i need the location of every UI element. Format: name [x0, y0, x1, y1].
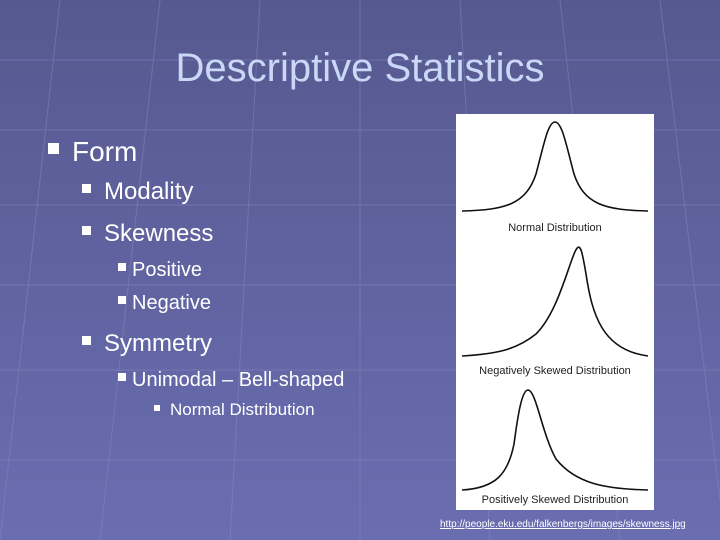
bullet-marker [82, 184, 91, 193]
figure: Normal Distribution Negatively Skewed Di… [456, 114, 654, 510]
figure-caption: Negatively Skewed Distribution [479, 365, 631, 377]
bullet: Negative [132, 292, 211, 314]
bullet-marker [154, 405, 160, 411]
bullet: Normal Distribution [170, 400, 315, 419]
figure-caption: Positively Skewed Distribution [481, 494, 629, 506]
bullet: Positive [132, 259, 203, 281]
negative-skew-curve [461, 246, 649, 357]
bullet-marker [82, 336, 91, 345]
source-link[interactable]: http://people.eku.edu/falkenbergs/images… [440, 519, 686, 530]
slide-title: Descriptive Statistics [175, 46, 545, 90]
bullet-marker [118, 296, 126, 304]
bullet-marker [118, 263, 126, 271]
bullet: Form [72, 136, 138, 167]
figure-caption: Normal Distribution [508, 222, 602, 234]
normal-curve [461, 121, 649, 212]
positive-skew-curve [461, 389, 649, 491]
bullet: Modality [104, 178, 194, 205]
bullet: Skewness [104, 220, 214, 247]
bullet-marker [48, 143, 59, 154]
bullet-marker [118, 373, 126, 381]
bullet: Unimodal – Bell-shaped [132, 369, 345, 391]
bullet-marker [82, 226, 91, 235]
bullet: Symmetry [104, 330, 212, 357]
skewness-curves [461, 121, 649, 491]
